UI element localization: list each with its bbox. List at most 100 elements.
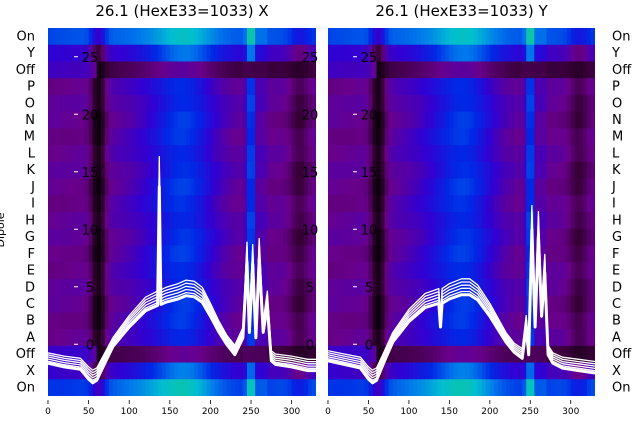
heatmap-cell <box>165 78 171 96</box>
heatmap-cell <box>421 195 426 213</box>
heatmap-cell <box>279 94 285 113</box>
heatmap-cell <box>117 94 122 113</box>
heatmap-cell <box>165 145 171 163</box>
heatmap-cell <box>230 161 236 179</box>
heatmap-cell <box>526 145 531 163</box>
heatmap-cell <box>586 278 592 297</box>
heatmap-cell <box>457 128 463 146</box>
heatmap-cell <box>96 245 102 263</box>
heatmap-cell <box>76 161 82 179</box>
heatmap-cell <box>417 262 422 280</box>
heatmap-cell <box>485 379 491 396</box>
heatmap-cell <box>242 78 248 96</box>
heatmap-cell <box>360 212 366 230</box>
heatmap-cell <box>202 312 207 330</box>
heatmap-cell <box>473 178 479 196</box>
heatmap-cell <box>332 195 337 213</box>
heatmap-cell <box>518 329 523 347</box>
heatmap-cell <box>133 212 138 230</box>
heatmap-cell <box>56 278 61 297</box>
heatmap-cell <box>493 61 499 79</box>
heatmap-cell <box>287 28 293 46</box>
heatmap-cell <box>356 329 361 347</box>
heatmap-cell <box>340 195 345 213</box>
heatmap-cell <box>234 94 240 113</box>
heatmap-cell <box>534 329 539 347</box>
heatmap-cell <box>481 262 487 280</box>
heatmap-cell <box>271 78 276 96</box>
heatmap-cell <box>404 345 410 363</box>
heatmap-cell <box>384 379 390 396</box>
heatmap-cell <box>275 145 281 163</box>
heatmap-cell <box>259 44 264 62</box>
heatmap-cell <box>60 345 65 363</box>
heatmap-cell <box>165 212 171 230</box>
heatmap-cell <box>230 329 236 347</box>
heatmap-cell <box>117 28 122 46</box>
heatmap-cell <box>376 278 382 297</box>
heatmap-cell <box>48 312 53 330</box>
heatmap-cell <box>445 329 450 347</box>
heatmap-cell <box>388 245 394 263</box>
heatmap-cell <box>275 245 281 263</box>
heatmap-cell <box>538 379 544 396</box>
heatmap-cell <box>485 145 491 163</box>
heatmap-cell <box>481 111 487 129</box>
heatmap-cell <box>169 111 175 129</box>
heatmap-cell <box>234 61 240 79</box>
heatmap-cell <box>384 195 390 213</box>
heatmap-cell <box>332 278 337 297</box>
heatmap-cell <box>457 44 463 62</box>
heatmap-cell <box>352 379 357 396</box>
heatmap-cell <box>295 61 301 79</box>
heatmap-cell <box>190 111 195 129</box>
heatmap-cell <box>149 195 155 213</box>
heatmap-cell <box>473 295 479 313</box>
heatmap-cell <box>303 228 309 246</box>
heatmap-cell <box>344 329 349 347</box>
heatmap-cell <box>88 228 94 246</box>
heatmap-cell <box>388 78 394 96</box>
heatmap-cell <box>210 111 216 129</box>
heatmap-cell <box>129 161 134 179</box>
heatmap-cell <box>449 362 455 380</box>
heatmap-cell <box>352 44 357 62</box>
heatmap-cell <box>190 345 195 363</box>
heatmap-cell <box>356 245 361 263</box>
heatmap-cell <box>84 329 90 347</box>
heatmap-cell <box>485 212 491 230</box>
heatmap-cell <box>84 278 90 297</box>
heatmap-cell <box>121 145 126 163</box>
heatmap-cell <box>108 212 114 230</box>
heatmap-cell <box>64 312 69 330</box>
heatmap-cell <box>554 28 560 46</box>
heatmap-cell <box>380 44 386 62</box>
heatmap-cell <box>497 212 503 230</box>
heatmap-cell <box>68 379 73 396</box>
heatmap-cell <box>396 228 402 246</box>
heatmap-cell <box>311 145 316 163</box>
heatmap-cell <box>129 178 134 196</box>
heatmap-cell <box>226 262 232 280</box>
heatmap-cell <box>380 128 386 146</box>
heatmap-cell <box>562 245 568 263</box>
heatmap-cell <box>255 128 260 146</box>
heatmap-cell <box>295 228 301 246</box>
heatmap-cell <box>149 212 155 230</box>
heatmap-cell <box>590 61 595 79</box>
heatmap-cell <box>388 228 394 246</box>
heatmap-cell <box>214 94 220 113</box>
heatmap-cell <box>210 379 216 396</box>
heatmap-cell <box>526 161 531 179</box>
heatmap-cell <box>202 212 207 230</box>
heatmap-cell <box>186 262 191 280</box>
heatmap-cell <box>558 345 564 363</box>
heatmap-cell <box>230 111 236 129</box>
heatmap-cell <box>283 145 289 163</box>
heatmap-cell <box>550 44 556 62</box>
heatmap-cell <box>538 212 544 230</box>
heatmap-cell <box>100 278 106 297</box>
heatmap-cell <box>255 178 260 196</box>
heatmap-cell <box>299 295 305 313</box>
